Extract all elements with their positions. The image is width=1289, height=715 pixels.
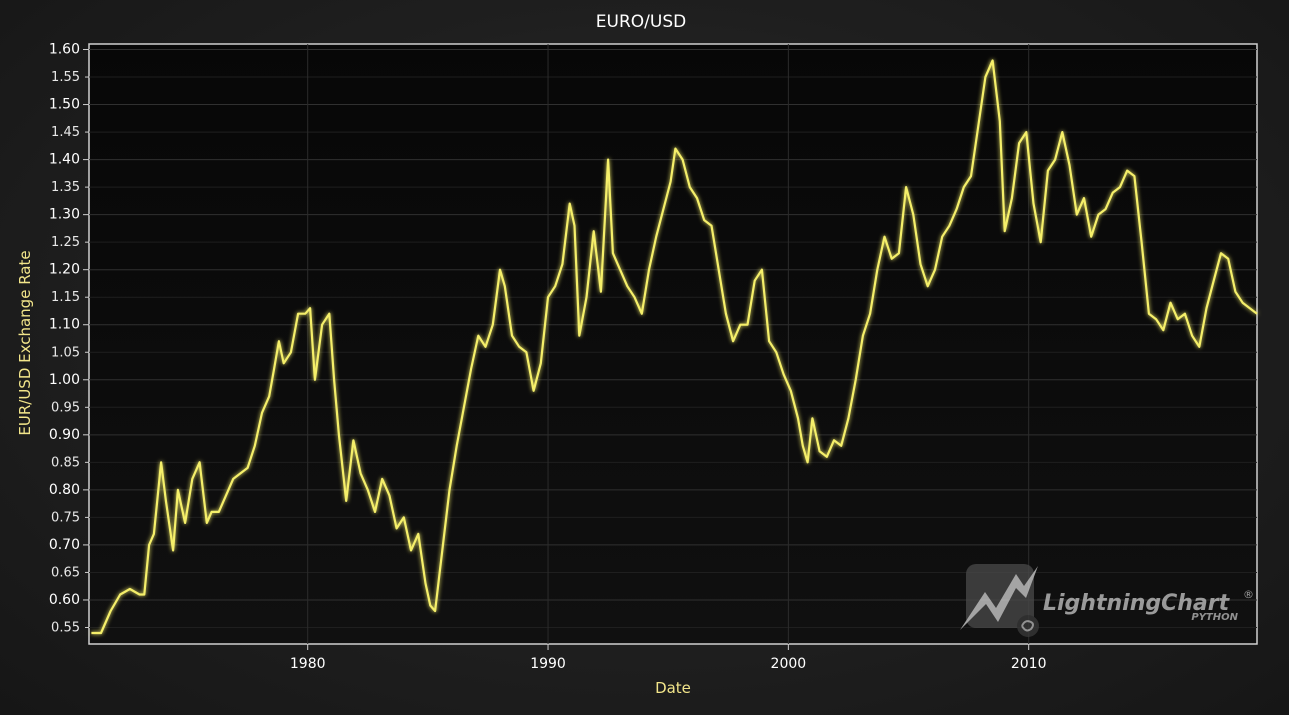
y-tick-label: 0.90	[49, 427, 80, 443]
registered-mark: ®	[1243, 588, 1254, 601]
series-line-eurusd	[91, 59, 1258, 635]
x-axis-title: Date	[655, 679, 691, 697]
y-tick-label: 1.00	[49, 372, 80, 388]
x-tick-label: 2010	[1011, 656, 1047, 672]
y-tick-label: 1.30	[49, 207, 80, 223]
y-tick-label: 0.95	[51, 400, 80, 415]
y-axis: 0.55 0.60 0.65 0.70 0.75 0.80 0.85 0.90 0.95 1.00…	[49, 42, 89, 635]
y-tick-label: 0.80	[49, 482, 80, 498]
y-tick-label: 1.10	[49, 317, 80, 333]
x-axis: 1980 1990 2000 2010	[290, 644, 1047, 672]
y-tick-label: 0.85	[51, 455, 80, 470]
y-tick-label: 0.70	[49, 537, 80, 553]
y-tick-label: 1.40	[49, 152, 80, 168]
y-tick-label: 1.45	[51, 125, 80, 140]
plot-area	[88, 43, 1258, 645]
y-tick-label: 0.75	[51, 510, 80, 525]
series-layer	[91, 59, 1258, 635]
y-tick-label: 1.55	[51, 70, 80, 85]
y-tick-label: 1.15	[51, 290, 80, 305]
y-tick-label: 1.25	[51, 235, 80, 250]
y-tick-label: 1.05	[51, 345, 80, 360]
watermark-brand: LightningChart	[1043, 591, 1231, 616]
lightningchart-logo-icon	[960, 564, 1039, 637]
x-tick-label: 1980	[290, 656, 326, 672]
y-axis-title: EUR/USD Exchange Rate	[16, 250, 34, 435]
y-tick-label: 0.60	[49, 592, 80, 608]
y-tick-label: 1.35	[51, 180, 80, 195]
y-tick-label: 1.20	[49, 262, 80, 278]
y-tick-label: 0.65	[51, 565, 80, 580]
chart-title: EURO/USD	[596, 12, 686, 32]
y-tick-label: 1.50	[49, 97, 80, 113]
y-tick-label: 1.60	[49, 42, 80, 58]
watermark-sub: PYTHON	[1191, 612, 1238, 623]
x-tick-label: 2000	[771, 656, 807, 672]
lightningchart-watermark: LightningChart PYTHON ®	[960, 564, 1254, 637]
y-tick-label: 0.55	[51, 620, 80, 635]
x-tick-label: 1990	[530, 656, 566, 672]
